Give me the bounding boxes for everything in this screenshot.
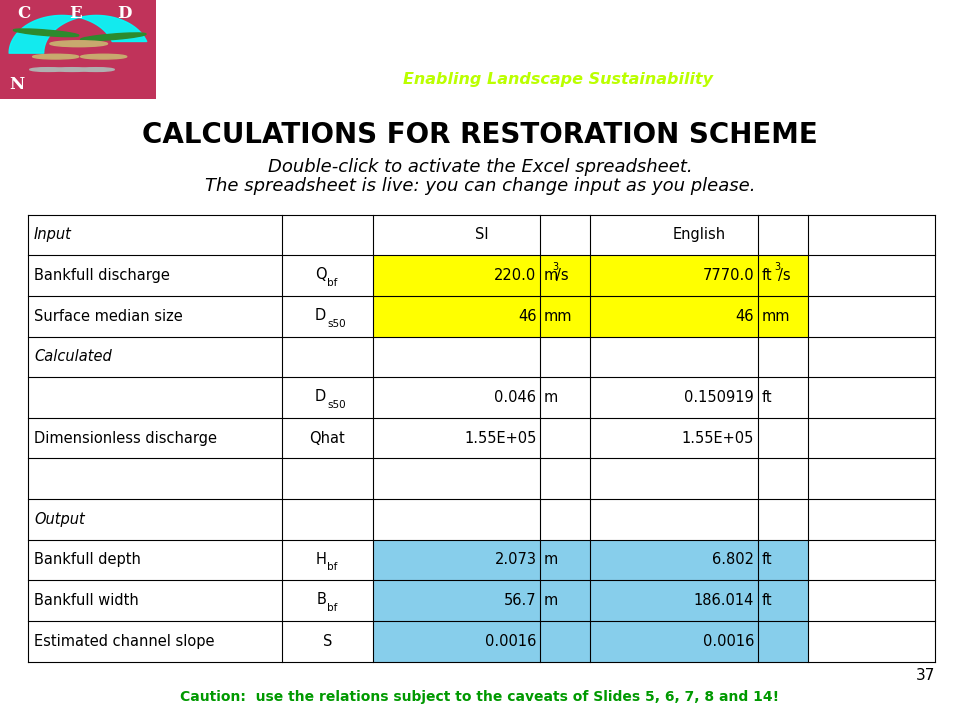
Text: bf: bf <box>327 562 338 572</box>
Text: National Center for Earth-surface Dynamics: National Center for Earth-surface Dynami… <box>327 14 788 33</box>
Text: ft: ft <box>761 593 772 608</box>
Text: m: m <box>543 552 558 567</box>
Text: m: m <box>543 268 558 283</box>
Text: 1.55E+05: 1.55E+05 <box>464 431 537 446</box>
Text: 56.7: 56.7 <box>504 593 537 608</box>
Text: E: E <box>69 5 82 22</box>
Text: mm: mm <box>761 309 790 324</box>
Bar <box>590 621 808 662</box>
Text: Bankfull depth: Bankfull depth <box>34 552 141 567</box>
Text: 3: 3 <box>774 263 780 272</box>
Text: Bankfull discharge: Bankfull discharge <box>34 268 170 283</box>
Circle shape <box>30 68 66 71</box>
Text: Qhat: Qhat <box>309 431 346 446</box>
Text: ft: ft <box>761 552 772 567</box>
Bar <box>372 580 590 621</box>
Text: 0.046: 0.046 <box>494 390 537 405</box>
Text: 37: 37 <box>916 667 935 683</box>
Text: Double-click to activate the Excel spreadsheet.: Double-click to activate the Excel sprea… <box>268 158 692 176</box>
Bar <box>590 256 808 296</box>
Circle shape <box>33 54 79 59</box>
Ellipse shape <box>13 29 79 37</box>
Text: 7770.0: 7770.0 <box>703 268 755 283</box>
Text: H: H <box>316 552 326 567</box>
Text: Bankfull width: Bankfull width <box>34 593 139 608</box>
Text: 46: 46 <box>518 309 537 324</box>
Text: N: N <box>10 76 25 94</box>
Text: 186.014: 186.014 <box>694 593 755 608</box>
Text: 220.0: 220.0 <box>494 268 537 283</box>
Circle shape <box>78 68 114 71</box>
Text: bf: bf <box>327 278 338 288</box>
Circle shape <box>50 41 108 47</box>
Bar <box>372 621 590 662</box>
Text: CALCULATIONS FOR RESTORATION SCHEME: CALCULATIONS FOR RESTORATION SCHEME <box>142 121 818 149</box>
Circle shape <box>54 68 90 71</box>
Text: D: D <box>315 308 326 323</box>
Text: English: English <box>673 228 726 243</box>
Text: C: C <box>17 5 31 22</box>
Text: The spreadsheet is live: you can change input as you please.: The spreadsheet is live: you can change … <box>204 177 756 195</box>
Text: Calculated: Calculated <box>34 349 111 364</box>
Circle shape <box>81 54 127 59</box>
Text: /s: /s <box>557 268 569 283</box>
Text: s50: s50 <box>327 318 346 328</box>
Text: m: m <box>543 593 558 608</box>
Bar <box>590 580 808 621</box>
Text: ft: ft <box>761 390 772 405</box>
Bar <box>372 540 590 580</box>
Text: B: B <box>317 593 326 607</box>
Text: 3: 3 <box>552 263 559 272</box>
Text: 0.0016: 0.0016 <box>703 634 755 649</box>
Text: Surface median size: Surface median size <box>34 309 182 324</box>
Bar <box>372 256 590 296</box>
Text: Input: Input <box>34 228 72 243</box>
Text: Caution:  use the relations subject to the caveats of Slides 5, 6, 7, 8 and 14!: Caution: use the relations subject to th… <box>180 690 780 704</box>
Text: 0.0016: 0.0016 <box>485 634 537 649</box>
Text: Dimensionless discharge: Dimensionless discharge <box>34 431 217 446</box>
Ellipse shape <box>81 33 146 40</box>
Text: bf: bf <box>327 603 338 613</box>
Text: D: D <box>117 5 132 22</box>
Text: Estimated channel slope: Estimated channel slope <box>34 634 214 649</box>
Text: 1.55E+05: 1.55E+05 <box>682 431 755 446</box>
Text: 0.150919: 0.150919 <box>684 390 755 405</box>
Bar <box>372 296 590 336</box>
Text: 46: 46 <box>735 309 755 324</box>
Text: 2.073: 2.073 <box>494 552 537 567</box>
Text: mm: mm <box>543 309 572 324</box>
Text: S: S <box>323 634 332 649</box>
Text: /s: /s <box>779 268 791 283</box>
Text: Output: Output <box>34 512 84 527</box>
Text: Q: Q <box>315 267 326 282</box>
Text: s50: s50 <box>327 400 346 410</box>
Text: Enabling Landscape Sustainability: Enabling Landscape Sustainability <box>403 72 712 87</box>
Bar <box>0 0 156 99</box>
Bar <box>590 296 808 336</box>
Text: SI: SI <box>474 228 489 243</box>
Text: Stream Restoration Program: Stream Restoration Program <box>417 41 699 59</box>
Text: 6.802: 6.802 <box>712 552 755 567</box>
Text: m: m <box>543 390 558 405</box>
Text: ft: ft <box>761 268 772 283</box>
Bar <box>590 540 808 580</box>
Text: D: D <box>315 390 326 404</box>
